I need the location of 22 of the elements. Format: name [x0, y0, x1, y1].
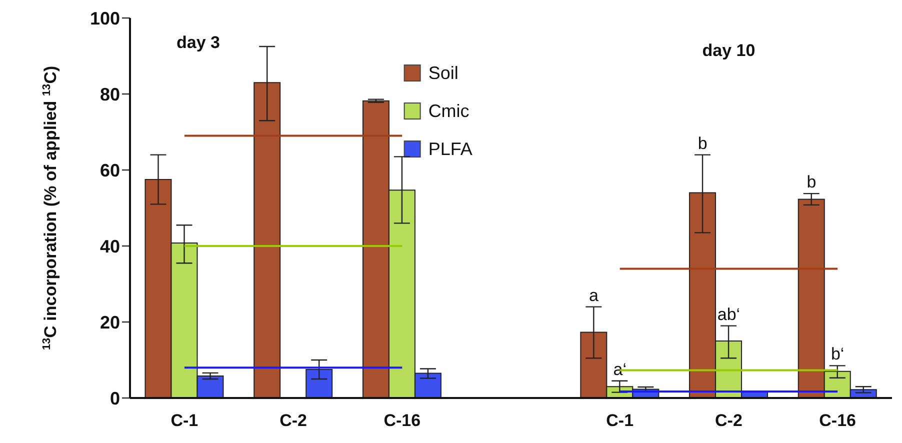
- data-label: b‘: [830, 344, 844, 364]
- x-tick-label: C-16: [819, 411, 856, 430]
- y-tick-label: 100: [90, 8, 120, 28]
- y-tick-label: 60: [100, 160, 120, 180]
- annotation: day 10: [702, 41, 756, 60]
- x-tick-label: C-16: [384, 411, 421, 430]
- x-tick-label: C-1: [170, 411, 198, 430]
- data-label: b: [698, 134, 708, 153]
- x-tick-label: C-1: [606, 411, 634, 430]
- y-tick-label: 20: [100, 312, 120, 332]
- data-label: ab‘: [717, 304, 740, 324]
- legend-label: PLFA: [428, 139, 472, 159]
- legend-label: Soil: [428, 63, 458, 83]
- y-tick-label: 80: [100, 84, 120, 104]
- x-tick-label: C-2: [715, 411, 742, 430]
- legend-label: Cmic: [428, 101, 470, 121]
- x-tick-label: C-2: [280, 411, 307, 430]
- data-label: b: [806, 172, 816, 192]
- y-tick-label: 40: [100, 236, 120, 256]
- annotation: day 3: [176, 33, 220, 52]
- y-tick-label: 0: [110, 388, 120, 408]
- data-label: a: [588, 286, 599, 305]
